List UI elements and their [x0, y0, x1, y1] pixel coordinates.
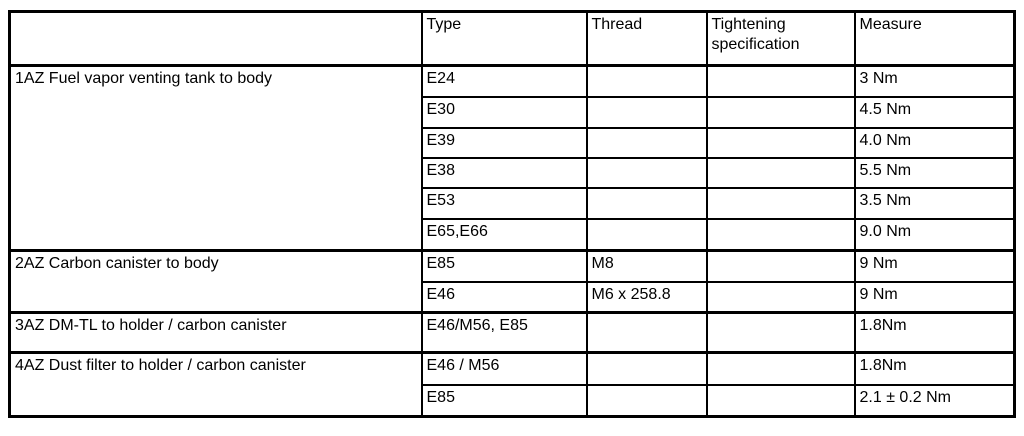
group-label-cell: 1AZ Fuel vapor venting tank to body — [8, 64, 423, 252]
col-header-thread: Thread — [585, 10, 708, 67]
thread-cell — [585, 64, 708, 98]
measure-cell: 9.0 Nm — [853, 217, 1016, 252]
tightening-cell — [705, 351, 856, 386]
measure-cell: 3.5 Nm — [853, 186, 1016, 220]
table-row: E53 3.5 Nm — [10, 186, 1016, 220]
measure-cell: 9 Nm — [853, 249, 1016, 283]
measure-cell: 1.8Nm — [853, 311, 1016, 354]
group-label-cell: 3AZ DM-TL to holder / carbon canister — [8, 311, 423, 354]
table-row: E46 M6 x 258.8 9 Nm — [10, 280, 1016, 314]
type-cell: E38 — [420, 156, 588, 189]
thread-cell — [585, 311, 708, 354]
tightening-cell — [705, 311, 856, 354]
type-cell: E39 — [420, 126, 588, 159]
measure-cell: 5.5 Nm — [853, 156, 1016, 189]
measure-cell: 4.0 Nm — [853, 126, 1016, 159]
measure-cell: 2.1 ± 0.2 Nm — [853, 383, 1016, 418]
tightening-cell — [705, 383, 856, 418]
type-cell: E65,E66 — [420, 217, 588, 252]
group-label-cell: 2AZ Carbon canister to body — [8, 249, 423, 314]
thread-cell: M6 x 258.8 — [585, 280, 708, 314]
type-cell: E85 — [420, 383, 588, 418]
type-cell: E30 — [420, 95, 588, 129]
tightening-cell — [705, 64, 856, 98]
type-cell: E24 — [420, 64, 588, 98]
thread-cell — [585, 351, 708, 386]
measure-cell: 1.8Nm — [853, 351, 1016, 386]
torque-specification-table: Type Thread Tightening specification Mea… — [8, 10, 1016, 418]
tightening-cell — [705, 186, 856, 220]
table-row: 2AZ Carbon canister to body E85 M8 9 Nm — [8, 249, 1016, 314]
group-label-cell: 4AZ Dust filter to holder / carbon canis… — [8, 351, 423, 418]
measure-cell: 3 Nm — [853, 64, 1016, 98]
tightening-cell — [705, 156, 856, 189]
tightening-cell — [705, 280, 856, 314]
tightening-cell — [705, 249, 856, 283]
thread-cell: M8 — [585, 249, 708, 283]
measure-cell: 4.5 Nm — [853, 95, 1016, 129]
col-header-measure: Measure — [853, 10, 1016, 67]
thread-cell — [585, 126, 708, 159]
col-header-tightening-specification: Tightening specification — [705, 10, 856, 67]
col-header-type: Type — [420, 10, 588, 67]
type-cell: E46 / M56 — [420, 351, 588, 386]
tightening-cell — [705, 217, 856, 252]
table-row: 3AZ DM-TL to holder / carbon canister E4… — [8, 311, 1016, 354]
col-header-item — [8, 10, 423, 67]
type-cell: E46 — [420, 280, 588, 314]
type-cell: E85 — [420, 249, 588, 283]
thread-cell — [585, 217, 708, 252]
table-row: 4AZ Dust filter to holder / carbon canis… — [8, 351, 1016, 418]
table-row: E30 4.5 Nm — [10, 95, 1016, 129]
thread-cell — [585, 95, 708, 129]
table-row: E65,E66 9.0 Nm — [10, 217, 1016, 252]
thread-cell — [585, 383, 708, 418]
table-row: E39 4.0 Nm — [10, 126, 1016, 159]
tightening-cell — [705, 95, 856, 129]
table-row: 1AZ Fuel vapor venting tank to body E24 … — [8, 64, 1016, 252]
table-row: E85 2.1 ± 0.2 Nm — [10, 383, 1016, 418]
tightening-cell — [705, 126, 856, 159]
type-cell: E53 — [420, 186, 588, 220]
table-row: E38 5.5 Nm — [10, 156, 1016, 189]
thread-cell — [585, 156, 708, 189]
thread-cell — [585, 186, 708, 220]
type-cell: E46/M56, E85 — [420, 311, 588, 354]
header-row: Type Thread Tightening specification Mea… — [8, 10, 1016, 67]
measure-cell: 9 Nm — [853, 280, 1016, 314]
